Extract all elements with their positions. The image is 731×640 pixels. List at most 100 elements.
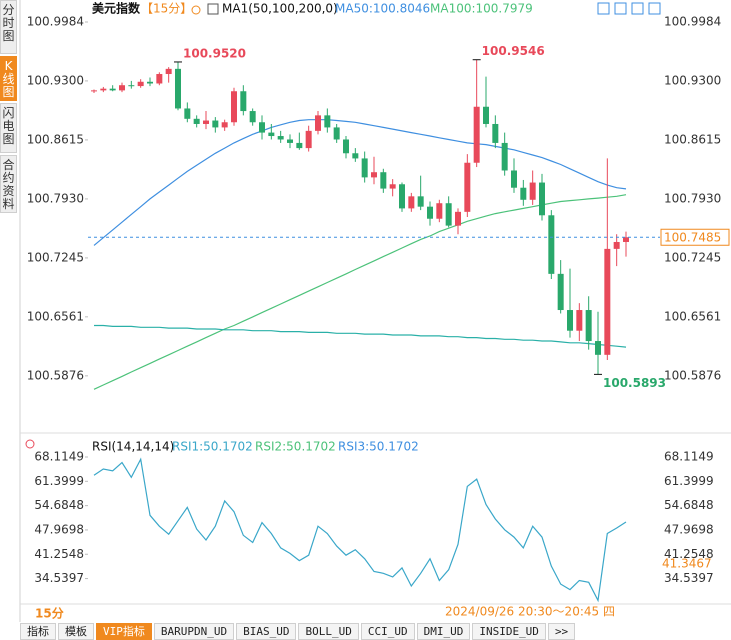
bottom-tab[interactable]: BARUPDN_UD [153, 623, 235, 640]
candle-body [389, 184, 396, 189]
candle-body [119, 85, 125, 91]
y-tick-label: 100.7245 [664, 250, 721, 264]
y-tick-label: 100.5876 [27, 368, 84, 382]
y-tick-label: 100.8615 [27, 132, 84, 146]
candle-body [464, 162, 471, 212]
tool-icon[interactable] [648, 2, 661, 15]
candle-body [520, 187, 527, 200]
y-tick-label: 61.3999 [664, 474, 714, 488]
candle-body [91, 90, 97, 92]
candle-body [137, 81, 144, 87]
candle-body [361, 158, 368, 178]
extreme-label: 100.5893 [603, 376, 666, 390]
y-tick-label: 41.2548 [664, 547, 714, 561]
extreme-label: 100.9520 [183, 46, 246, 60]
y-tick-label: 68.1149 [34, 450, 84, 464]
candle-body [147, 81, 153, 84]
indicator-icon[interactable] [207, 3, 219, 15]
y-tick-label: 100.9984 [664, 14, 721, 28]
y-tick-label: 100.7930 [27, 191, 84, 205]
bottom-tab[interactable]: INSIDE_UD [472, 623, 546, 640]
bottom-tab[interactable]: 模板 [58, 623, 94, 640]
candle-body [203, 120, 209, 124]
candle-body [371, 172, 377, 178]
bottom-tab[interactable]: VIP指标 [96, 623, 152, 640]
y-tick-label: 100.9984 [27, 14, 84, 28]
candle-body [576, 310, 583, 331]
y-tick-label: 61.3999 [34, 474, 84, 488]
footer-period: 15分 [35, 606, 64, 621]
candle-body [296, 142, 303, 149]
candle-body [585, 310, 592, 342]
footer-time: 2024/09/26 20:30～20:45 四 [445, 605, 615, 619]
bottom-tabs: 指标 模板 VIP指标 BARUPDN_UD BIAS_UD BOLL_UD CCI_UD D… [20, 623, 576, 640]
candle-body [604, 248, 611, 355]
candle-body [315, 115, 321, 131]
bottom-tab[interactable]: BOLL_UD [298, 623, 359, 640]
y-tick-label: 100.6561 [664, 309, 721, 323]
candle-body [483, 106, 489, 124]
current-price-box [660, 228, 730, 246]
candle-body [156, 74, 163, 84]
indicator-label: MA1(50,100,200,0) [222, 2, 338, 16]
settings-icon[interactable] [191, 5, 201, 15]
sidebar-tab[interactable]: 分时图 [0, 0, 17, 54]
y-tick-label: 54.6848 [34, 498, 84, 512]
rsi-line [93, 457, 627, 603]
bottom-tab[interactable]: DMI_UD [416, 623, 471, 640]
y-tick-label: 34.5397 [34, 571, 84, 585]
candle-body [501, 142, 508, 171]
bottom-tab[interactable]: 指标 [20, 623, 56, 640]
legend-entry: MA50:100.8046 [335, 2, 430, 16]
legend-entry: RSI1:50.1702 [172, 440, 253, 454]
y-tick-label: 100.6561 [27, 309, 84, 323]
tool-icon[interactable] [631, 2, 644, 15]
rsi-icon[interactable] [25, 439, 35, 449]
extreme-label: 100.9546 [482, 44, 545, 58]
candle-body [259, 122, 265, 133]
candle-body [324, 115, 331, 128]
candle-body [492, 123, 499, 143]
y-tick-label: 47.9698 [664, 522, 714, 536]
legend-entry: RSI3:50.1702 [338, 440, 419, 454]
candle-body [277, 136, 284, 140]
ma-line [93, 194, 627, 390]
candle-body [613, 241, 620, 249]
candle-body [352, 153, 359, 159]
sidebar-tab[interactable]: K线图 [0, 56, 17, 101]
candle-body [175, 68, 181, 109]
sidebar-tab[interactable]: 合约资料 [0, 155, 17, 213]
candle-body [511, 170, 517, 188]
y-tick-label: 68.1149 [664, 450, 714, 464]
candle-body [109, 88, 116, 91]
bottom-tab[interactable]: CCI_UD [360, 623, 415, 640]
candle-body [380, 172, 387, 189]
tool-icon[interactable] [614, 2, 627, 15]
toolbar [597, 2, 661, 15]
candle-body [333, 127, 340, 140]
y-tick-label: 41.2548 [34, 547, 84, 561]
y-tick-label: 100.8615 [664, 132, 721, 146]
candle-body [231, 91, 237, 123]
candle-body [165, 68, 172, 75]
candle-body [548, 215, 555, 274]
bottom-tab[interactable]: >> [547, 623, 576, 640]
y-tick-label: 100.5876 [664, 368, 721, 382]
y-tick-label: 100.9300 [664, 73, 721, 87]
y-tick-label: 54.6848 [664, 498, 714, 512]
candle-body [473, 106, 480, 163]
tool-icon[interactable] [597, 2, 610, 15]
candle-body [287, 139, 293, 143]
y-tick-label: 100.7930 [664, 191, 721, 205]
candle-body [221, 122, 228, 128]
candle-body [408, 196, 415, 209]
candle-body [455, 211, 461, 226]
bottom-tab[interactable]: BIAS_UD [236, 623, 297, 640]
candle-body [427, 206, 433, 219]
candle-body [343, 139, 349, 154]
y-tick-label: 100.7245 [27, 250, 84, 264]
sidebar-tab[interactable]: 闪电图 [0, 103, 17, 153]
ma-line [94, 324, 627, 348]
